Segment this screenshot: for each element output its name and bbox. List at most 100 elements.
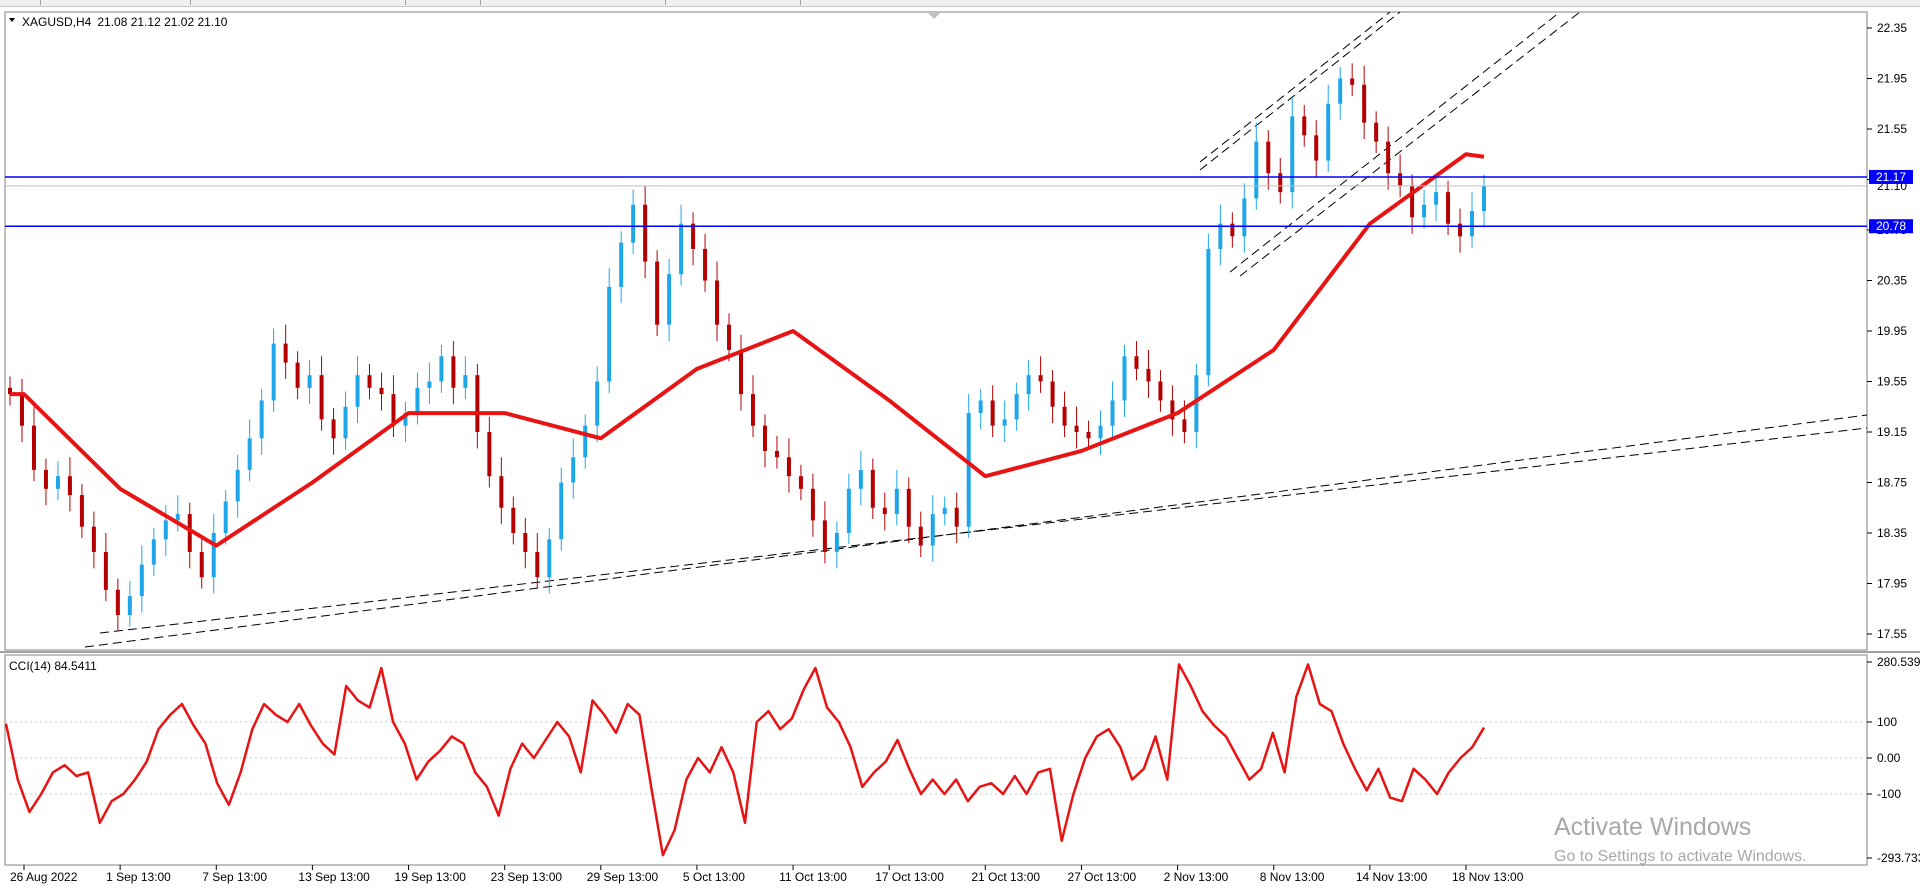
candle-body (870, 469, 875, 508)
chart-tab[interactable] (480, 0, 666, 5)
price-tick-label: 17.55 (1877, 627, 1907, 641)
time-tick-label: 17 Oct 13:00 (875, 870, 944, 884)
chart-tab[interactable] (405, 0, 481, 5)
chart-shift-marker-icon[interactable] (928, 13, 940, 19)
candle-body (127, 596, 132, 616)
price-tick-label: 22.35 (1877, 21, 1907, 35)
time-tick-label: 7 Sep 13:00 (202, 870, 267, 884)
candle-body (223, 501, 228, 533)
price-tick-label: 21.55 (1877, 122, 1907, 136)
candle-body (1170, 400, 1175, 420)
candle-body (427, 381, 432, 388)
candle-body (942, 507, 947, 515)
cci-panel-frame (4, 654, 1868, 866)
time-tick-label: 23 Sep 13:00 (491, 870, 563, 884)
candle-body (583, 425, 588, 458)
candle-body (1026, 375, 1031, 395)
candle-body (343, 406, 348, 439)
candle-body (918, 526, 923, 546)
level-label: 21.17 (1876, 170, 1906, 184)
chart-tab-strip (0, 0, 1920, 7)
candle-body (607, 286, 612, 382)
candle-body (1110, 400, 1115, 426)
candle-body (1146, 368, 1151, 382)
time-tick-label: 27 Oct 13:00 (1067, 870, 1136, 884)
candle-body (451, 356, 456, 388)
candle-body (175, 514, 180, 521)
candle-body (1134, 356, 1139, 369)
candle-body (1122, 356, 1127, 401)
level-label-box (1869, 169, 1913, 184)
candle-body (882, 507, 887, 515)
candle-body (1254, 141, 1259, 199)
price-axis[interactable]: 22.3521.9521.5521.1520.7520.3519.9519.55… (1867, 21, 1913, 641)
candle-body (631, 204, 636, 243)
candle-body (762, 425, 767, 451)
candle-body (1206, 248, 1211, 376)
time-tick-label: 14 Nov 13:00 (1356, 870, 1428, 884)
candle-body (978, 400, 983, 414)
candle-body (1422, 204, 1427, 218)
time-tick-label: 11 Oct 13:00 (779, 870, 847, 884)
cci-tick-label: 280.539 (1877, 655, 1920, 669)
candle-body (1386, 141, 1391, 174)
candle-body (271, 343, 276, 401)
support-trendline-upper[interactable] (99, 427, 1868, 634)
candle-body (954, 507, 959, 527)
candle-body (595, 381, 600, 426)
candle-body (415, 387, 420, 414)
cci-tick-label: 100 (1877, 715, 1897, 729)
cci-tick-label: 0.00 (1877, 751, 1901, 765)
channel-line-bottom-a[interactable] (1229, 11, 1561, 273)
candle-body (1326, 103, 1331, 161)
candle-body (331, 419, 336, 439)
price-tick-label: 19.55 (1877, 375, 1907, 389)
moving-average-line[interactable] (10, 152, 1485, 548)
candle-body (679, 223, 684, 275)
chart-tab[interactable] (190, 0, 406, 5)
candle-body (1410, 185, 1415, 218)
trendlines (84, 11, 1868, 648)
candle-body (655, 261, 660, 325)
candle-body (990, 400, 995, 426)
cci-grid (5, 721, 1867, 795)
candle-body (523, 533, 528, 552)
candle-body (739, 349, 744, 395)
candle-body (307, 375, 312, 388)
candle-body (91, 526, 96, 552)
candle-body (439, 356, 444, 382)
candle-body (103, 551, 108, 590)
support-trendline-lower[interactable] (84, 414, 1868, 648)
time-axis[interactable]: 26 Aug 2022 1 Sep 13:00 7 Sep 13:00 13 Sep … (10, 865, 1524, 884)
level-label-box (1869, 219, 1913, 234)
symbol-dropdown-icon[interactable] (9, 18, 15, 22)
time-tick-label: 18 Nov 13:00 (1452, 870, 1524, 884)
candle-body (1434, 192, 1439, 205)
cci-axis[interactable]: 280.539 100 0.00 -100 -293.733 (1867, 655, 1920, 865)
candle-body (619, 242, 624, 287)
candle-body (966, 413, 971, 527)
time-tick-label: 26 Aug 2022 (10, 870, 78, 884)
candle-body (295, 362, 300, 388)
chart-tab[interactable] (0, 0, 41, 5)
candle-body (235, 469, 240, 502)
candle-body (259, 400, 264, 439)
candle-body (1218, 223, 1223, 249)
channel-line-bottom-b[interactable] (1239, 11, 1581, 277)
time-tick-label: 13 Sep 13:00 (298, 870, 370, 884)
chart-tab[interactable] (665, 0, 801, 5)
candle-body (8, 387, 12, 395)
candle-body (1098, 425, 1103, 439)
channel-line-top-b[interactable] (1199, 11, 1391, 163)
channel-line-top-a[interactable] (1199, 11, 1401, 171)
candle-body (1242, 198, 1247, 237)
level-label: 20.78 (1876, 219, 1906, 233)
candle-body (798, 476, 803, 489)
chart-tab[interactable] (40, 0, 191, 5)
candle-body (810, 488, 815, 521)
candle-body (163, 520, 168, 540)
candle-body (1446, 192, 1451, 224)
cci-line[interactable] (4, 663, 1486, 857)
candle-body (1350, 78, 1355, 85)
